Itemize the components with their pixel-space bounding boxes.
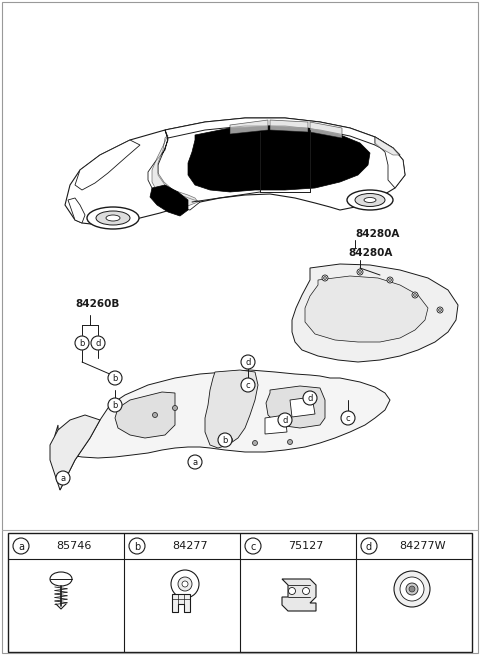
Text: a: a xyxy=(60,474,66,483)
Circle shape xyxy=(75,336,89,350)
Polygon shape xyxy=(290,397,315,417)
Text: 84277: 84277 xyxy=(172,541,208,551)
Circle shape xyxy=(322,275,328,281)
Circle shape xyxy=(108,398,122,412)
Text: d: d xyxy=(307,394,312,403)
Circle shape xyxy=(406,583,418,595)
Polygon shape xyxy=(375,137,400,155)
Polygon shape xyxy=(188,126,370,192)
Ellipse shape xyxy=(87,207,139,229)
Ellipse shape xyxy=(355,193,385,206)
Text: 84260B: 84260B xyxy=(75,299,120,309)
Circle shape xyxy=(412,292,418,298)
Bar xyxy=(8,533,472,652)
Text: b: b xyxy=(112,374,118,383)
Text: d: d xyxy=(282,416,288,425)
Circle shape xyxy=(341,411,355,425)
Text: 75127: 75127 xyxy=(288,541,324,551)
Circle shape xyxy=(108,371,122,385)
Circle shape xyxy=(387,277,393,283)
Text: a: a xyxy=(18,542,24,552)
Text: c: c xyxy=(246,381,250,390)
Polygon shape xyxy=(230,120,268,134)
Circle shape xyxy=(437,307,443,313)
Circle shape xyxy=(302,588,310,595)
Polygon shape xyxy=(75,140,140,190)
Circle shape xyxy=(178,577,192,591)
Circle shape xyxy=(409,586,415,592)
Polygon shape xyxy=(375,137,405,188)
Text: b: b xyxy=(112,401,118,410)
Circle shape xyxy=(218,433,232,447)
Text: 84280A: 84280A xyxy=(355,229,399,239)
Circle shape xyxy=(13,538,29,554)
Ellipse shape xyxy=(364,198,376,202)
Polygon shape xyxy=(172,594,190,612)
Text: c: c xyxy=(346,414,350,423)
Polygon shape xyxy=(305,276,428,342)
Circle shape xyxy=(245,538,261,554)
Circle shape xyxy=(439,309,442,312)
Polygon shape xyxy=(270,120,308,132)
Polygon shape xyxy=(68,198,85,223)
Circle shape xyxy=(288,588,296,595)
Ellipse shape xyxy=(106,215,120,221)
Polygon shape xyxy=(266,386,325,428)
Circle shape xyxy=(188,455,202,469)
Polygon shape xyxy=(152,135,198,207)
Text: 84280A: 84280A xyxy=(348,248,392,258)
Polygon shape xyxy=(310,122,342,138)
Circle shape xyxy=(182,581,188,587)
Text: b: b xyxy=(79,339,84,348)
Circle shape xyxy=(171,570,199,598)
Ellipse shape xyxy=(347,190,393,210)
Circle shape xyxy=(288,440,292,445)
Circle shape xyxy=(357,269,363,275)
Circle shape xyxy=(361,538,377,554)
Text: d: d xyxy=(245,358,251,367)
Circle shape xyxy=(241,378,255,392)
Circle shape xyxy=(303,391,317,405)
Text: 85746: 85746 xyxy=(57,541,92,551)
Polygon shape xyxy=(265,415,287,434)
Circle shape xyxy=(252,441,257,445)
Polygon shape xyxy=(50,415,100,490)
Polygon shape xyxy=(282,579,316,611)
Ellipse shape xyxy=(50,572,72,586)
Circle shape xyxy=(172,405,178,411)
Circle shape xyxy=(413,293,417,297)
Text: a: a xyxy=(192,458,198,467)
Polygon shape xyxy=(205,370,258,448)
Text: 84277W: 84277W xyxy=(399,541,445,551)
Circle shape xyxy=(129,538,145,554)
Polygon shape xyxy=(150,185,188,216)
Circle shape xyxy=(278,413,292,427)
Text: d: d xyxy=(366,542,372,552)
Circle shape xyxy=(324,276,326,280)
Circle shape xyxy=(153,413,157,417)
Circle shape xyxy=(56,471,70,485)
Polygon shape xyxy=(292,264,458,362)
Circle shape xyxy=(388,278,392,282)
Polygon shape xyxy=(148,130,200,210)
Circle shape xyxy=(241,355,255,369)
Circle shape xyxy=(228,438,232,443)
Text: c: c xyxy=(250,542,256,552)
Polygon shape xyxy=(55,370,390,490)
Circle shape xyxy=(359,271,361,274)
Text: b: b xyxy=(134,542,140,552)
Ellipse shape xyxy=(96,211,130,225)
Polygon shape xyxy=(65,118,405,225)
Circle shape xyxy=(400,577,424,601)
Text: b: b xyxy=(222,436,228,445)
Circle shape xyxy=(394,571,430,607)
Circle shape xyxy=(91,336,105,350)
Polygon shape xyxy=(165,118,400,155)
Text: d: d xyxy=(96,339,101,348)
Polygon shape xyxy=(115,392,175,438)
